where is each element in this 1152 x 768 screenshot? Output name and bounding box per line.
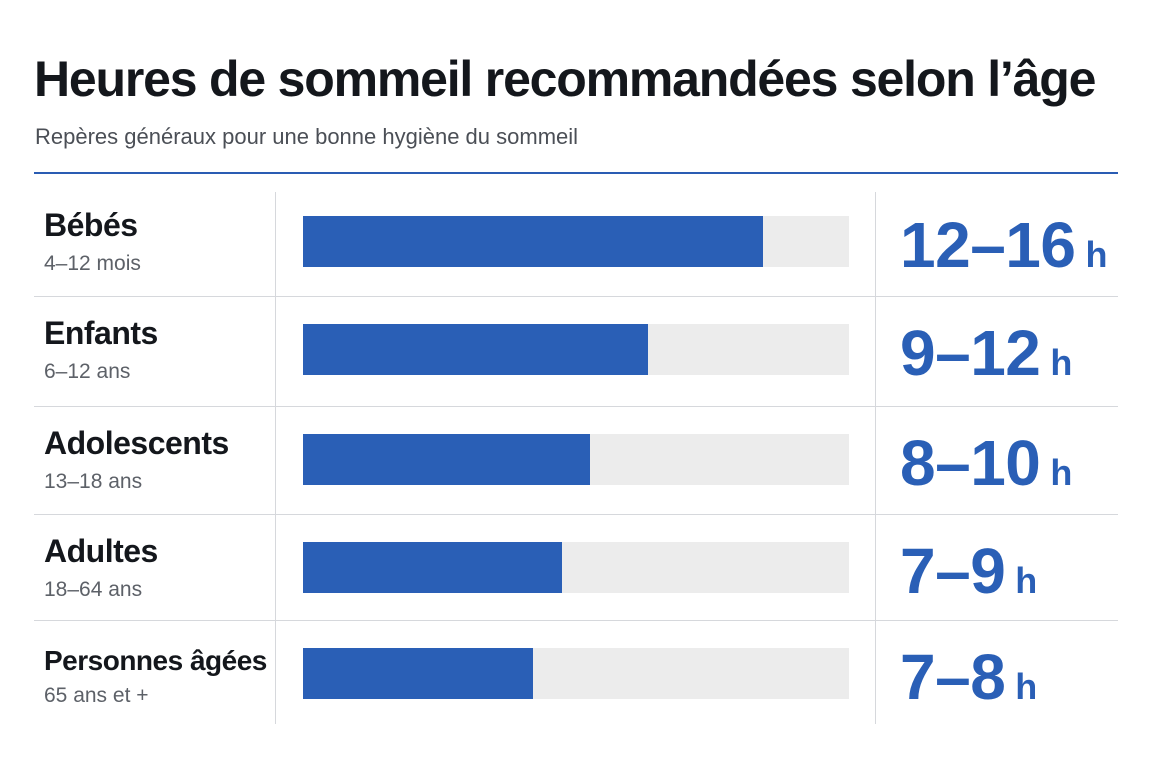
bar-track: [303, 542, 849, 593]
hours-unit-label: h: [1085, 234, 1108, 275]
title-divider: [34, 172, 1118, 174]
sleep-table: Bébés 4–12 mois 12–16 h Enfants 6–12 ans 9–12 h…: [34, 192, 1118, 724]
table-row: Personnes âgées 65 ans et + 7–8 h: [34, 624, 1118, 734]
sleep-hours-bar: [303, 648, 533, 699]
age-group-label: Adolescents: [44, 425, 229, 461]
hours-range-label: 9–12: [900, 317, 1041, 389]
row-divider: [34, 514, 1118, 515]
age-group-label: Adultes: [44, 533, 158, 569]
row-divider: [34, 406, 1118, 407]
column-divider-left: [275, 192, 276, 724]
hours-value: 7–9 h: [900, 528, 1037, 618]
row-divider: [34, 296, 1118, 297]
hours-value: 12–16 h: [900, 202, 1107, 292]
age-group-label: Bébés: [44, 207, 138, 243]
hours-range-label: 12–16: [900, 209, 1076, 281]
chart-subtitle: Repères généraux pour une bonne hygiène …: [35, 124, 579, 149]
hours-range-label: 7–9: [900, 535, 1006, 607]
hours-range-label: 8–10: [900, 427, 1041, 499]
column-divider-right: [875, 192, 876, 724]
row-divider: [34, 620, 1118, 621]
sleep-hours-bar: [303, 542, 562, 593]
table-row: Enfants 6–12 ans 9–12 h: [34, 300, 1118, 410]
table-row: Adultes 18–64 ans 7–9 h: [34, 518, 1118, 628]
hours-unit-label: h: [1050, 452, 1073, 493]
sleep-hours-bar: [303, 324, 648, 375]
age-group-label: Enfants: [44, 315, 158, 351]
bar-track: [303, 434, 849, 485]
hours-unit-label: h: [1015, 666, 1038, 707]
chart-title: Heures de sommeil recommandées selon l’â…: [34, 51, 1096, 107]
hours-value: 8–10 h: [900, 420, 1072, 510]
bar-track: [303, 216, 849, 267]
hours-value: 7–8 h: [900, 634, 1037, 724]
age-range-label: 4–12 mois: [44, 252, 141, 275]
hours-range-label: 7–8: [900, 641, 1006, 713]
age-range-label: 6–12 ans: [44, 360, 131, 383]
bar-track: [303, 324, 849, 375]
age-range-label: 18–64 ans: [44, 578, 143, 601]
hours-unit-label: h: [1015, 560, 1038, 601]
hours-unit-label: h: [1050, 342, 1073, 383]
sleep-hours-bar: [303, 434, 590, 485]
age-range-label: 65 ans et +: [44, 684, 149, 707]
age-range-label: 13–18 ans: [44, 470, 143, 493]
sleep-hours-bar: [303, 216, 763, 267]
hours-value: 9–12 h: [900, 310, 1072, 400]
table-row: Bébés 4–12 mois 12–16 h: [34, 192, 1118, 302]
bar-track: [303, 648, 849, 699]
age-group-label: Personnes âgées: [44, 645, 267, 676]
table-row: Adolescents 13–18 ans 8–10 h: [34, 410, 1118, 520]
